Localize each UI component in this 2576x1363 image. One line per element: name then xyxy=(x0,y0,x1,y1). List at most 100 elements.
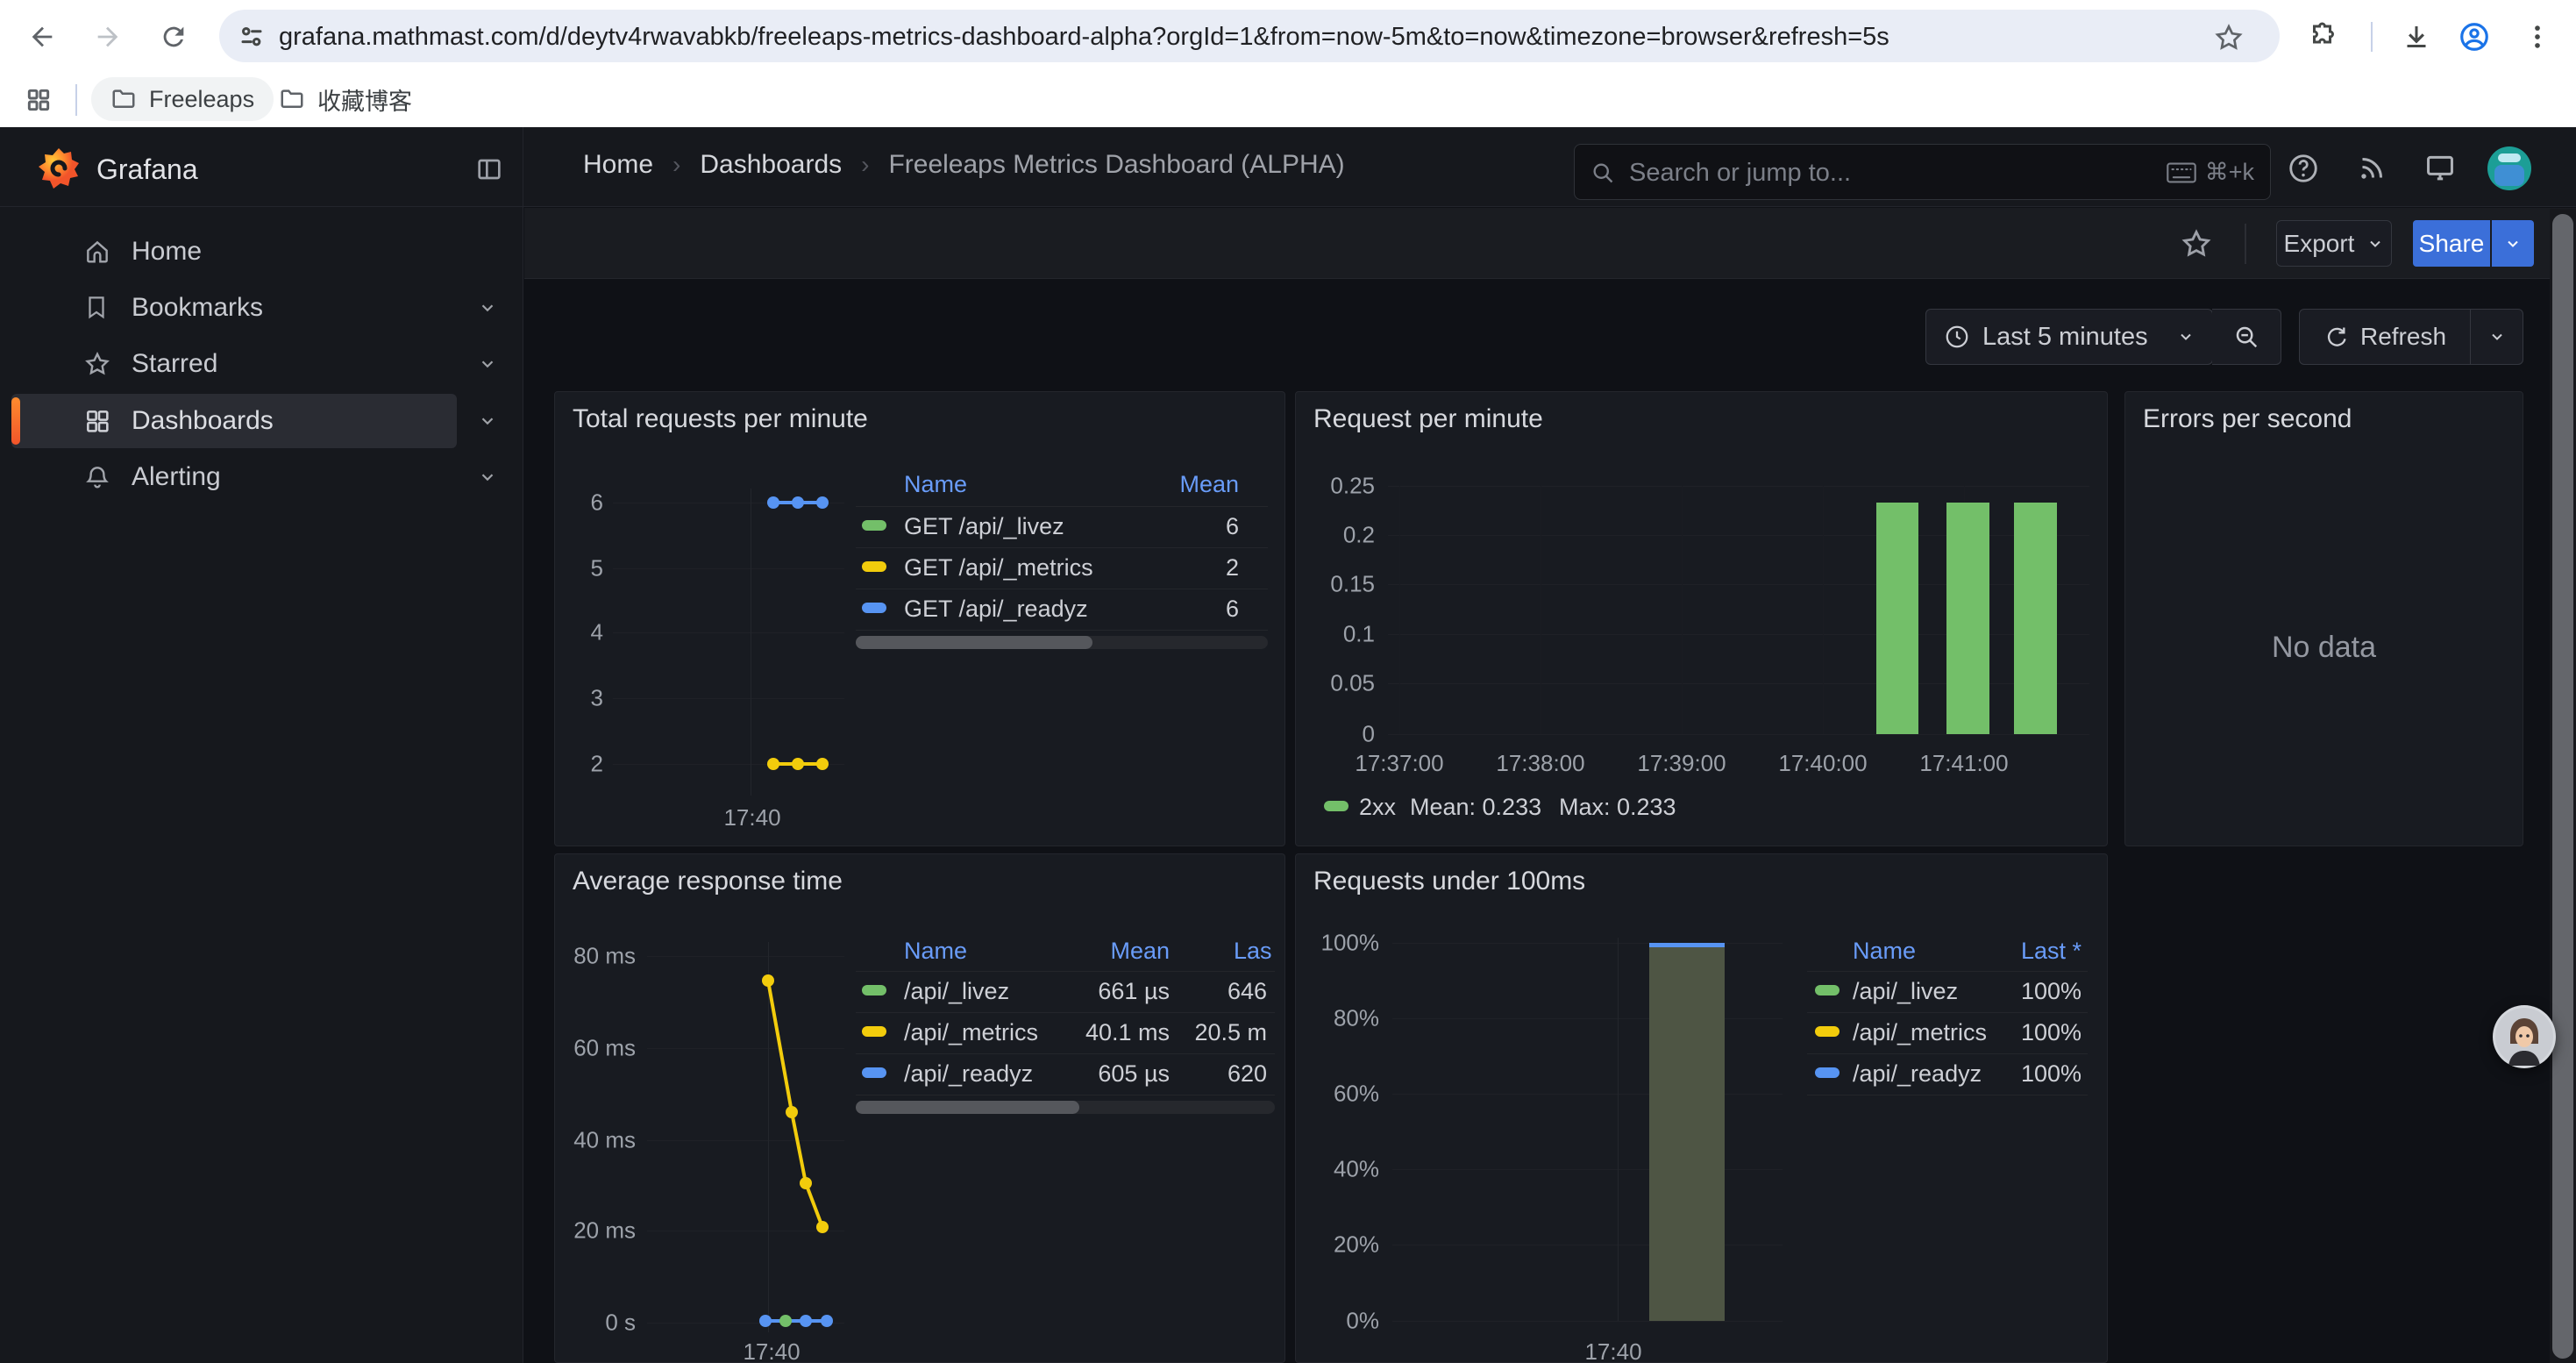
legend-name[interactable]: /api/_metrics xyxy=(1853,1019,1987,1046)
toolbar-divider xyxy=(2371,22,2373,52)
legend-col-name[interactable]: Name xyxy=(904,938,967,965)
panel-requests-under-100ms[interactable]: Requests under 100ms 100% 80% 60% 40% 20… xyxy=(1295,853,2108,1363)
bookmark-folder-freeleaps[interactable]: Freeleaps xyxy=(91,77,274,121)
legend-col-mean[interactable]: Mean xyxy=(1046,938,1170,965)
sidebar-item-alerting[interactable]: Alerting xyxy=(11,451,491,503)
export-button[interactable]: Export xyxy=(2276,220,2392,267)
legend-name[interactable]: GET /api/_livez xyxy=(904,513,1064,540)
legend-col-name[interactable]: Name xyxy=(1853,938,1916,965)
legend-max: Max: 0.233 xyxy=(1559,794,1676,821)
y-tick: 0.1 xyxy=(1296,621,1375,648)
breadcrumb-home[interactable]: Home xyxy=(583,150,653,180)
share-menu-button[interactable] xyxy=(2492,220,2534,267)
back-icon[interactable] xyxy=(25,19,60,54)
breadcrumb-separator: › xyxy=(861,151,869,179)
apps-grid-icon[interactable] xyxy=(19,81,58,119)
url-text: grafana.mathmast.com/d/deytv4rwavabkb/fr… xyxy=(279,23,1889,52)
legend-name[interactable]: /api/_livez xyxy=(1853,978,1958,1005)
bookmark-folder-blogs[interactable]: 收藏博客 xyxy=(260,77,431,121)
refresh-label: Refresh xyxy=(2360,323,2446,351)
legend-swatch xyxy=(862,1026,886,1037)
panel-total-requests[interactable]: Total requests per minute 6 5 4 3 2 17:4… xyxy=(554,391,1285,846)
legend-name[interactable]: /api/_readyz xyxy=(1853,1060,1982,1088)
y-tick: 0 xyxy=(1296,721,1375,748)
sidebar-item-starred[interactable]: Starred xyxy=(11,338,491,390)
url-bar[interactable]: grafana.mathmast.com/d/deytv4rwavabkb/fr… xyxy=(219,10,2280,62)
time-range-picker[interactable]: Last 5 minutes xyxy=(1925,309,2213,365)
sidebar: Grafana Home Bookmarks Starred xyxy=(0,127,523,1363)
forward-icon[interactable] xyxy=(90,19,125,54)
breadcrumb-dashboards[interactable]: Dashboards xyxy=(700,150,842,180)
profile-icon[interactable] xyxy=(2455,18,2494,56)
legend-col-last[interactable]: Las xyxy=(1234,938,1272,965)
chevron-down-icon[interactable] xyxy=(478,411,497,431)
search-input[interactable]: Search or jump to... ⌘+k xyxy=(1574,144,2271,200)
legend-name[interactable]: /api/_livez xyxy=(904,978,1009,1005)
grafana-logo[interactable] xyxy=(37,146,81,190)
sidebar-item-home[interactable]: Home xyxy=(11,225,491,278)
menu-dots-icon[interactable] xyxy=(2518,18,2557,56)
bar-under-100ms xyxy=(1649,943,1725,1321)
zoom-out-button[interactable] xyxy=(2212,309,2281,365)
breadcrumb-current: Freeleaps Metrics Dashboard (ALPHA) xyxy=(888,150,1344,180)
legend-series[interactable]: 2xx xyxy=(1359,794,1396,821)
bookmark-star-icon[interactable] xyxy=(2210,18,2248,57)
news-rss-icon[interactable] xyxy=(2352,149,2391,188)
browser-toolbar: grafana.mathmast.com/d/deytv4rwavabkb/fr… xyxy=(0,0,2576,72)
sidebar-collapse-icon[interactable] xyxy=(472,152,507,187)
reload-icon[interactable] xyxy=(156,19,191,54)
chevron-down-icon xyxy=(2366,235,2384,253)
extensions-icon[interactable] xyxy=(2304,18,2343,56)
legend-scrollbar-thumb[interactable] xyxy=(856,1101,1079,1114)
panel-title: Requests under 100ms xyxy=(1313,867,1585,896)
refresh-icon xyxy=(2323,325,2348,349)
panel-avg-response-time[interactable]: Average response time 80 ms 60 ms 40 ms … xyxy=(554,853,1285,1363)
help-icon[interactable] xyxy=(2284,149,2323,188)
share-button[interactable]: Share xyxy=(2413,220,2490,267)
legend-scrollbar-thumb[interactable] xyxy=(856,636,1092,649)
x-tick: 17:39:00 xyxy=(1637,750,1726,777)
legend-name[interactable]: /api/_metrics xyxy=(904,1019,1038,1046)
legend-swatch xyxy=(862,520,886,531)
legend-col-last[interactable]: Last * xyxy=(1980,938,2081,965)
refresh-interval-button[interactable] xyxy=(2470,309,2523,365)
x-tick: 17:41:00 xyxy=(1919,750,2008,777)
sidebar-item-dashboards[interactable]: Dashboards xyxy=(11,395,491,447)
refresh-button[interactable]: Refresh xyxy=(2299,309,2471,365)
star-icon xyxy=(83,350,111,378)
assistant-avatar[interactable] xyxy=(2493,1005,2556,1068)
sidebar-item-bookmarks[interactable]: Bookmarks xyxy=(11,282,491,334)
download-icon[interactable] xyxy=(2397,18,2436,56)
legend-name[interactable]: GET /api/_readyz xyxy=(904,596,1088,623)
panel-request-per-minute[interactable]: Request per minute 0.25 0.2 0.15 0.1 0.0… xyxy=(1295,391,2108,846)
y-tick: 5 xyxy=(573,555,603,582)
y-tick: 80% xyxy=(1296,1005,1379,1032)
favorite-star-icon[interactable] xyxy=(2176,224,2217,264)
x-tick: 17:38:00 xyxy=(1496,750,1584,777)
chevron-down-icon[interactable] xyxy=(478,298,497,318)
y-tick: 0.2 xyxy=(1296,522,1375,549)
share-label: Share xyxy=(2419,230,2485,258)
legend-col-mean[interactable]: Mean xyxy=(1116,471,1239,498)
site-settings-icon[interactable] xyxy=(235,20,268,54)
legend-value: 661 µs xyxy=(1046,978,1170,1005)
grafana-app: Grafana Home Bookmarks Starred xyxy=(0,127,2576,1363)
chevron-down-icon[interactable] xyxy=(478,467,497,487)
legend-value: 646 xyxy=(1169,978,1267,1005)
app-header: Home › Dashboards › Freeleaps Metrics Da… xyxy=(523,127,2576,207)
bell-icon xyxy=(83,463,111,491)
sidebar-divider xyxy=(0,206,523,207)
page-scrollbar-thumb[interactable] xyxy=(2552,214,2573,1359)
legend-name[interactable]: /api/_readyz xyxy=(904,1060,1033,1088)
legend-name[interactable]: GET /api/_metrics xyxy=(904,554,1093,582)
time-range-label: Last 5 minutes xyxy=(1982,323,2148,352)
user-avatar[interactable] xyxy=(2487,146,2531,190)
chevron-down-icon[interactable] xyxy=(478,354,497,374)
bookmarks-bar: Freeleaps 收藏博客 xyxy=(0,72,2576,127)
legend-col-name[interactable]: Name xyxy=(904,471,967,498)
panel-errors-per-second[interactable]: Errors per second No data xyxy=(2124,391,2523,846)
sidebar-item-label: Dashboards xyxy=(132,406,274,436)
clock-icon xyxy=(1944,324,1970,350)
kiosk-monitor-icon[interactable] xyxy=(2421,149,2459,188)
legend-value: 6 xyxy=(1116,513,1239,540)
